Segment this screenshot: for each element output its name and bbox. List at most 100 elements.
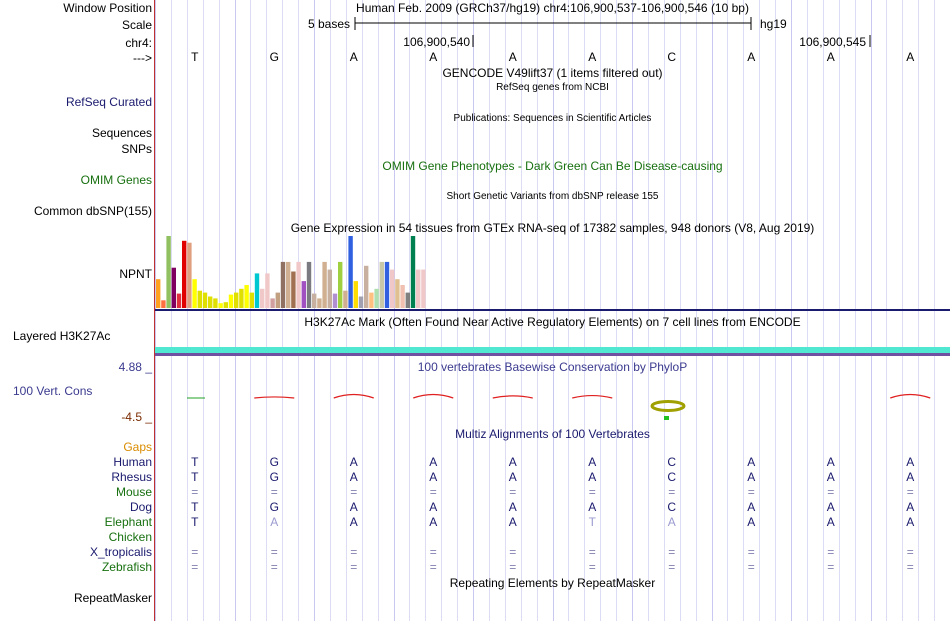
sequences-track-label[interactable]: Sequences [91,126,152,140]
aligned-base: = [350,545,358,559]
dbsnp-track-label[interactable]: Common dbSNP(155) [33,204,152,218]
aligned-base: A [349,470,358,484]
refseq-track-label[interactable]: RefSeq Curated [65,95,152,109]
species-label: Elephant [104,515,152,529]
aligned-base: A [588,500,597,514]
aligned-base: A [906,455,915,469]
gtex-tissue-bar [379,261,384,308]
aligned-base: A [508,470,517,484]
gtex-tissue-bar [234,292,239,308]
gtex-tissue-bar [358,296,364,308]
aligned-base: A [349,455,358,469]
species-label: Mouse [115,485,152,499]
coordinate-ticks [472,35,871,47]
phylop-peak [492,395,533,399]
species-label: Rhesus [111,470,152,484]
gtex-tissue-bar [208,296,213,308]
aligned-base: A [508,515,517,529]
repeatmasker-track-label[interactable]: RepeatMasker [73,591,152,605]
aligned-base: A [906,470,915,484]
aligned-base: A [906,515,915,529]
gtex-gene-label[interactable]: NPNT [119,267,152,281]
aligned-base: A [826,455,835,469]
gtex-tissue-bar [312,293,317,308]
aligned-base: = [350,485,358,499]
reference-base: A [747,50,756,64]
gtex-tissue-bar [296,261,301,308]
reference-base: T [191,50,199,64]
aligned-base: C [667,470,677,484]
phylop-track-title[interactable]: 100 vertebrates Basewise Conservation by… [417,360,688,374]
aligned-base: A [349,515,358,529]
aligned-base: = [827,485,835,499]
aligned-base: A [906,500,915,514]
aligned-base: A [429,470,438,484]
reference-base: G [269,50,279,64]
aligned-base: = [270,560,278,574]
gtex-tissue-bar [327,269,332,308]
species-label: Chicken [108,530,152,544]
phylop-peak [572,394,613,399]
aligned-base: = [191,485,199,499]
aligned-base: = [827,560,835,574]
reference-base: A [826,50,835,64]
reference-base: A [429,50,438,64]
h3k27ac-track-title[interactable]: H3K27Ac Mark (Often Found Near Active Re… [304,315,801,329]
aligned-base: T [191,500,199,514]
refseq-track-title[interactable]: RefSeq genes from NCBI [496,82,609,93]
window-position-label: Window Position [63,1,152,15]
dbsnp-track-title[interactable]: Short Genetic Variants from dbSNP releas… [446,191,659,202]
gtex-tissue-bar [348,236,353,308]
reference-base: A [588,50,597,64]
reference-base: A [349,50,358,64]
aligned-base: A [508,500,517,514]
aligned-base: = [827,545,835,559]
aligned-base: = [270,545,278,559]
aligned-base: T [191,455,199,469]
omim-track-title[interactable]: OMIM Gene Phenotypes - Dark Green Can Be… [382,159,723,173]
gencode-track-title[interactable]: GENCODE V49lift37 (1 items filtered out) [442,66,663,80]
snps-track-label[interactable]: SNPs [121,142,152,156]
aligned-base: = [509,545,517,559]
aligned-base: = [906,545,914,559]
aligned-base: A [747,470,756,484]
gtex-tissue-bar [192,279,197,308]
scale-assembly: hg19 [760,17,787,31]
omim-track-label[interactable]: OMIM Genes [80,173,152,187]
chain-loop [650,400,686,412]
gtex-tissue-bar [171,267,176,308]
aligned-base: T [588,515,596,529]
phylop-ymin: -4.5 _ [121,410,152,424]
h3k27ac-track-label[interactable]: Layered H3K27Ac [13,329,111,343]
aligned-base: C [667,455,677,469]
window-position-text: Human Feb. 2009 (GRCh37/hg19) chr4:106,9… [356,1,749,15]
aligned-base: = [429,560,437,574]
gtex-bars [156,236,426,308]
scale-text: 5 bases [307,17,350,31]
multiz-track-title[interactable]: Multiz Alignments of 100 Vertebrates [455,427,650,441]
strand-label: ---> [133,51,152,65]
gtex-tissue-bar [322,261,327,308]
species-label: Zebrafish [101,560,152,574]
repeatmasker-track-title[interactable]: Repeating Elements by RepeatMasker [449,576,656,590]
aligned-base: = [906,560,914,574]
sequences-track-title[interactable]: Publications: Sequences in Scientific Ar… [453,113,652,124]
aligned-base: A [747,500,756,514]
reference-base: C [667,50,677,64]
phylop-track-label[interactable]: 100 Vert. Cons [13,384,93,398]
aligned-base: = [588,545,596,559]
h3k27ac-signal-bar [155,347,950,353]
aligned-base: A [429,515,438,529]
gtex-track-divider [155,309,950,311]
aligned-base: A [270,515,279,529]
gtex-track-title[interactable]: Gene Expression in 54 tissues from GTEx … [290,221,815,235]
phylop-signal [187,393,931,399]
gtex-tissue-bar [291,271,296,308]
scale-label: Scale [121,18,152,32]
gtex-tissue-bar [410,236,416,308]
gtex-tissue-bar [239,288,244,308]
gtex-tissue-bar [187,242,192,308]
aligned-base: = [191,560,199,574]
aligned-base: T [191,515,199,529]
